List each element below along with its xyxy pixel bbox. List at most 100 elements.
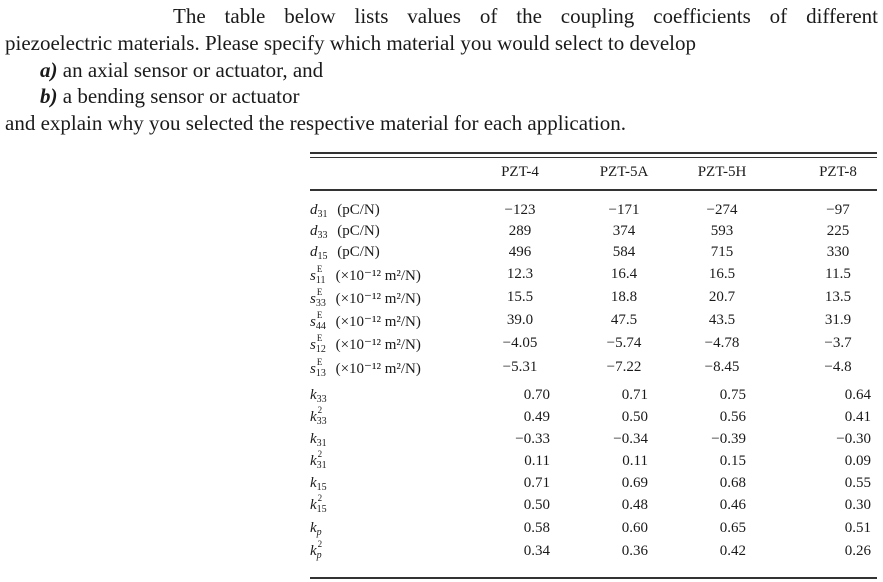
column-header-pzt-8: PZT-8 [819,164,857,180]
row-label: s E 13 (×10⁻¹² m²/N) [310,357,421,379]
item-b-text: a bending sensor or actuator [57,84,300,108]
sub-sup: E 44 [315,310,332,332]
table-cell: −4.8 [824,359,852,375]
superscript: E [316,357,323,367]
row-label: k 2 15 [310,493,333,515]
table-cell: 0.15 [719,453,746,469]
table-cell: 0.49 [523,409,550,425]
table-cell: 0.71 [621,387,648,403]
prompt-line-2: piezoelectric materials. Please specify … [5,31,696,55]
superscript: 2 [317,405,323,415]
table-cell: −123 [504,202,536,218]
symbol: k [310,409,317,425]
table-row: s E 33 (×10⁻¹² m²/N) 15.5 18.8 20.7 13.5 [310,287,877,311]
table-cell: −0.39 [711,431,746,447]
sub-sup: E 33 [316,287,332,309]
table-cell: 0.58 [523,520,550,536]
row-label: s E 44 (×10⁻¹² m²/N) [310,310,421,332]
row-label: k 15 [310,475,333,493]
sub-sup: 15 [316,476,333,493]
table-cell: −5.74 [606,335,642,351]
column-header-pzt-5a: PZT-5A [599,164,649,180]
table-cell: 0.70 [523,387,550,403]
table-row: k 2 15 0.50 0.48 0.46 0.30 [310,493,877,519]
symbol: s [310,291,316,307]
table-row: k p 0.58 0.60 0.65 0.51 [310,520,877,542]
table-cell: −7.22 [606,359,642,375]
item-a-label: a) [40,58,58,82]
table-cell: 496 [508,244,532,260]
table-cell: 0.75 [719,387,746,403]
unit: (×10⁻¹² m²/N) [331,337,421,353]
table-cell: 289 [508,223,532,239]
table-cell: 584 [612,244,636,260]
table-bottom-rule [310,577,877,579]
superscript: 2 [317,493,323,503]
table-row: k 33 0.70 0.71 0.75 0.64 [310,387,877,409]
table-row: s E 11 (×10⁻¹² m²/N) 12.3 16.4 16.5 11.5 [310,264,877,288]
table-cell: −5.31 [502,359,538,375]
table-cell: 18.8 [610,289,638,305]
sub-sup: 33 [318,224,334,241]
table-cell: −0.30 [836,431,871,447]
unit: (×10⁻¹² m²/N) [331,291,421,307]
subscript: 33 [316,416,327,427]
table-cell: 20.7 [708,289,736,305]
row-label: s E 33 (×10⁻¹² m²/N) [310,287,421,309]
table-cell: −0.33 [515,431,550,447]
subscript: p [316,550,322,561]
table-cell: 12.3 [506,266,534,282]
table-cell: −8.45 [704,359,740,375]
superscript: 2 [317,539,323,549]
table-row: k 2 33 0.49 0.50 0.56 0.41 [310,405,877,431]
table-header-rule [310,189,877,191]
subscript: 44 [315,321,326,332]
table-row: d 33 (pC/N) 289 374 593 225 [310,223,877,245]
table-cell: −97 [826,202,850,218]
table-cell: 0.68 [719,475,746,491]
table-cell: 16.5 [708,266,736,282]
table-cell: −4.78 [704,335,740,351]
table-cell: −0.34 [613,431,648,447]
unit: (pC/N) [333,244,380,260]
table-cell: 0.41 [844,409,871,425]
row-label: k 2 31 [310,449,333,471]
subscript: 31 [316,438,327,449]
table-cell: 0.50 [523,497,550,513]
subscript: 15 [316,504,327,515]
prompt-item-b: b) a bending sensor or actuator [40,83,300,110]
table-row: s E 13 (×10⁻¹² m²/N) −5.31 −7.22 −8.45 −4.8 [310,357,877,381]
item-a-text: an axial sensor or actuator, and [57,58,324,82]
row-label: k 2 33 [310,405,333,427]
symbol: k [310,453,317,469]
prompt-line-1: The table below lists values of the coup… [173,4,878,28]
table-cell: 0.51 [844,520,871,536]
subscript: 15 [316,482,327,493]
table-cell: 15.5 [506,289,534,305]
subscript: 15 [317,251,328,262]
sub-sup: 2 31 [317,449,333,471]
sub-sup: 2 33 [316,405,333,427]
table-cell: 0.48 [621,497,648,513]
table-cell: 43.5 [708,312,736,328]
table-cell: 0.56 [719,409,746,425]
table-cell: 13.5 [824,289,852,305]
symbol: d [310,244,318,260]
row-label: d 33 (pC/N) [310,223,380,241]
table-top-rule [310,152,877,154]
superscript: 2 [317,449,323,459]
table-cell: 0.71 [523,475,550,491]
table-row: d 15 (pC/N) 496 584 715 330 [310,244,877,266]
subscript: 11 [315,275,326,286]
prompt-line-5: and explain why you selected the respect… [5,111,626,135]
subscript: 12 [315,344,326,355]
table-cell: 47.5 [610,312,638,328]
table-cell: 0.46 [719,497,746,513]
superscript: E [316,310,323,320]
symbol: s [310,314,316,330]
column-header-pzt-4: PZT-4 [501,164,539,180]
unit: (×10⁻¹² m²/N) [331,361,421,377]
subscript: p [316,527,322,538]
table-cell: 0.55 [844,475,871,491]
table-cell: 0.26 [844,543,871,559]
